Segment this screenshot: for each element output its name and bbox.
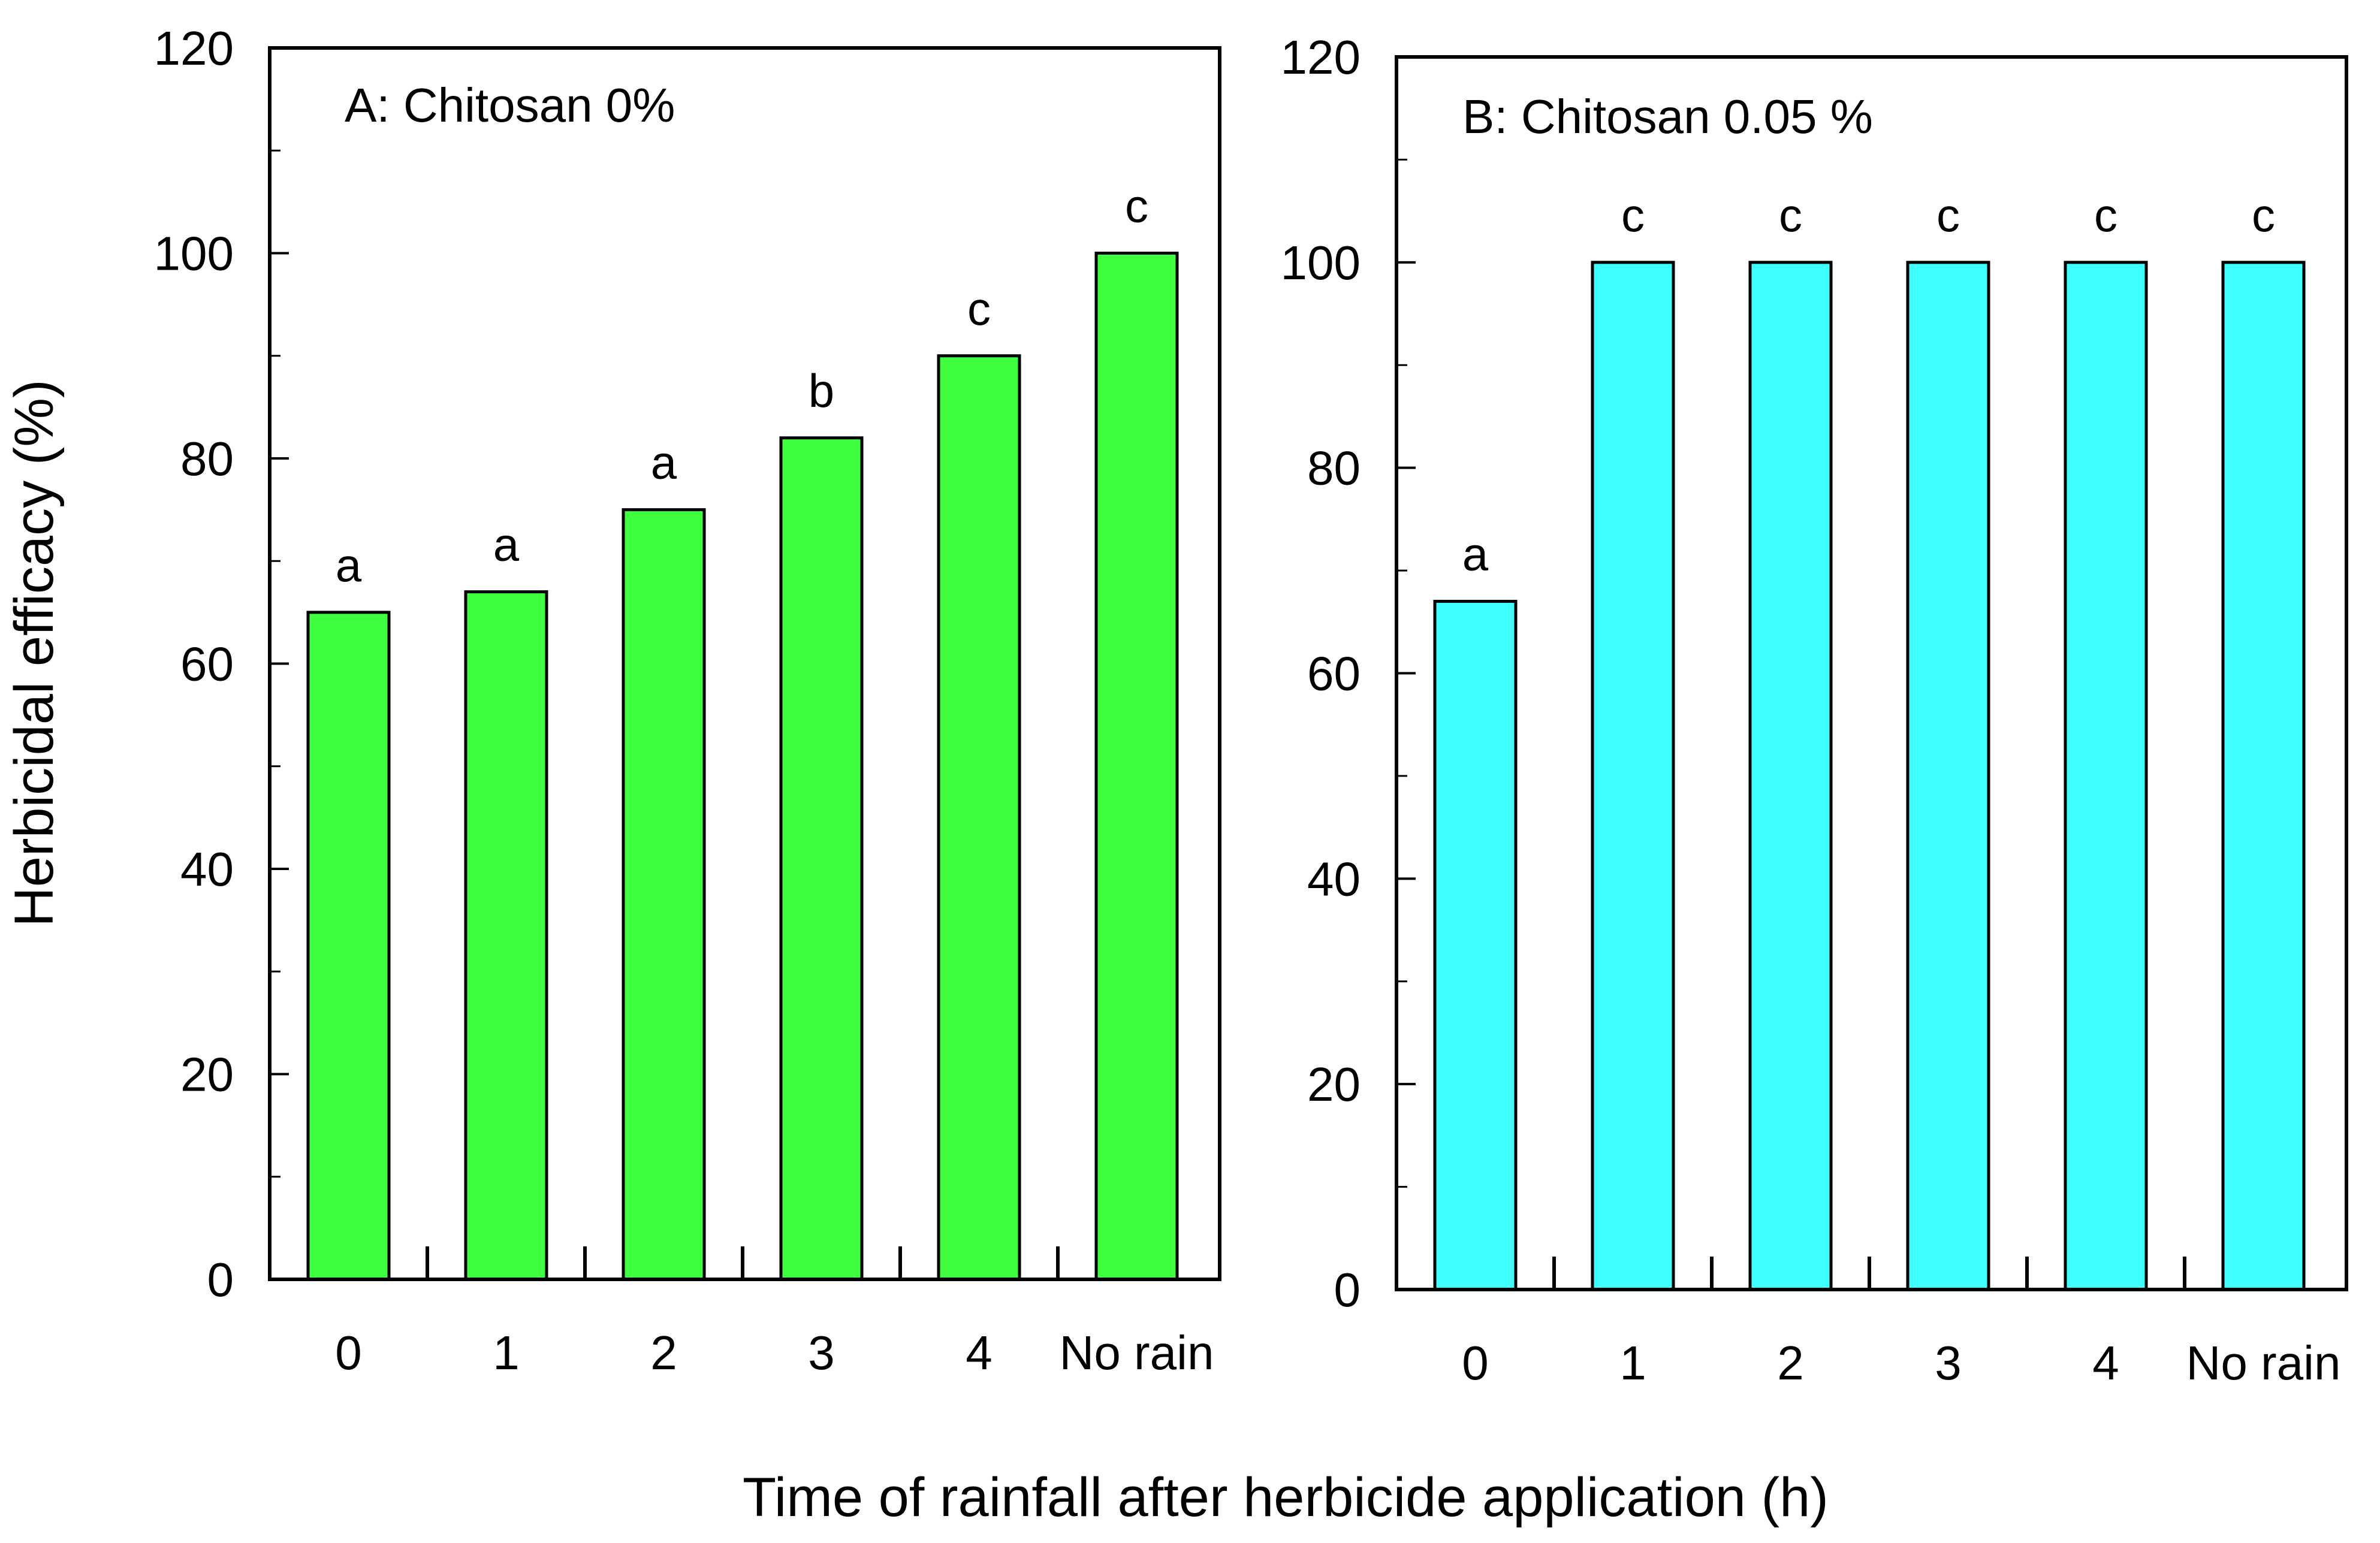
x-tick-label: 1 [493,1326,520,1379]
y-tick-label: 40 [1307,852,1361,905]
bar [1094,252,1179,1281]
significance-letter: b [809,364,834,417]
bar [464,590,548,1281]
bar [1748,261,1833,1291]
y-tick-label: 40 [180,843,234,896]
y-tick-label: 120 [1281,31,1361,84]
significance-letter: a [493,518,520,571]
bar [937,354,1021,1281]
x-tick-label: 1 [1619,1336,1646,1390]
bar [779,436,864,1281]
x-tick-label: 4 [966,1326,993,1379]
y-tick-label: 80 [1307,442,1361,495]
y-tick-label: 20 [180,1048,234,1101]
significance-letter: c [1621,189,1645,241]
significance-letter: c [2252,189,2275,241]
x-axis-title: Time of rainfall after herbicide applica… [743,1467,1829,1528]
x-tick-label: 0 [1462,1336,1489,1390]
y-tick-label: 80 [180,432,234,485]
y-tick-label: 0 [207,1253,234,1306]
significance-letter: c [1936,189,1960,241]
panel-title: B: Chitosan 0.05 % [1462,90,1873,143]
x-tick-label: 0 [335,1326,362,1379]
significance-letter: c [1125,180,1148,232]
x-tick-label: No rain [1060,1326,1214,1379]
panel-a-chitosan-0: a 0 a 1 a 2 b 3 c 4 c No rain 0 20 40 60 80 100 120 A: Chit… [154,22,1221,1379]
bar [1906,261,1990,1291]
significance-letter: a [1462,528,1489,581]
plot-frame [268,46,1221,1281]
y-tick-label: 100 [1281,236,1361,289]
y-tick-label: 100 [154,227,234,280]
y-tick-label: 60 [1307,647,1361,700]
significance-letter: c [1779,189,1802,241]
bar [2064,261,2148,1291]
bar [622,508,706,1281]
panel-b-chitosan-005: a 0 c 1 c 2 c 3 c 4 c No rain 0 20 40 60 80 100 120 B: Chit… [1281,31,2348,1390]
y-tick-label: 120 [154,22,234,75]
bar [2221,261,2306,1291]
y-tick-label: 0 [1334,1263,1361,1316]
plot-frame [1395,55,2348,1291]
significance-letter: a [651,436,677,489]
panel-title: A: Chitosan 0% [345,78,675,132]
y-axis-title: Herbicidal efficacy (%) [4,379,65,927]
bar [1591,261,1675,1291]
x-tick-label: No rain [2186,1336,2341,1390]
bar [1433,600,1518,1291]
significance-letter: c [967,282,991,335]
x-tick-label: 3 [808,1326,835,1379]
bar [306,611,391,1281]
x-tick-label: 4 [2092,1336,2119,1390]
x-tick-label: 3 [1935,1336,1962,1390]
y-tick-label: 60 [180,638,234,691]
x-tick-label: 2 [1777,1336,1804,1390]
significance-letter: a [336,539,362,591]
significance-letter: c [2094,189,2117,241]
x-tick-label: 2 [650,1326,677,1379]
y-tick-label: 20 [1307,1058,1361,1111]
